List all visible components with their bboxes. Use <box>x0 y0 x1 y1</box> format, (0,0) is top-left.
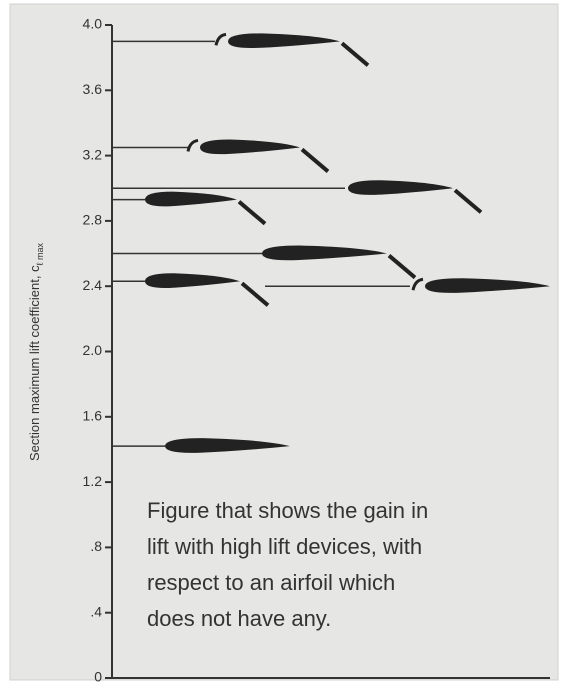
airfoil <box>425 278 550 293</box>
y-label-subscript: ℓ max <box>35 243 45 266</box>
y-label-main: Section maximum lift coefficient, c <box>27 265 42 461</box>
y-tick-label: 3.6 <box>83 81 103 97</box>
y-tick-label: 4.0 <box>83 16 103 32</box>
flap <box>237 200 267 226</box>
airfoil <box>200 139 300 155</box>
y-tick-label: 1.2 <box>83 473 103 489</box>
y-tick-label: .4 <box>90 603 102 619</box>
annotation-line: respect to an airfoil which <box>147 570 395 595</box>
panel <box>9 3 559 681</box>
slat <box>186 138 199 152</box>
flap <box>300 147 330 173</box>
y-tick-label: 2.0 <box>83 342 103 358</box>
annotation-line: Figure that shows the gain in <box>147 498 428 523</box>
y-tick-label: 0 <box>94 669 102 684</box>
y-tick-label: .8 <box>90 538 102 554</box>
airfoil <box>262 245 387 261</box>
y-tick-label: 1.6 <box>83 408 103 424</box>
airfoil <box>145 273 240 288</box>
flap <box>453 188 483 214</box>
airfoil <box>348 180 453 195</box>
annotation-line: lift with high lift devices, with <box>147 534 422 559</box>
flap <box>240 281 270 307</box>
y-tick-label: 2.4 <box>83 277 103 293</box>
slat <box>214 32 227 46</box>
y-tick-label: 2.8 <box>83 212 103 228</box>
annotation-line: does not have any. <box>147 606 331 631</box>
y-tick-label: 3.2 <box>83 146 103 162</box>
flap <box>387 254 417 280</box>
airfoil <box>145 191 237 207</box>
y-axis-label: Section maximum lift coefficient, cℓ max <box>27 243 45 461</box>
airfoil <box>165 438 290 453</box>
slat <box>411 277 424 291</box>
airfoil <box>228 33 340 48</box>
flap <box>340 41 370 67</box>
